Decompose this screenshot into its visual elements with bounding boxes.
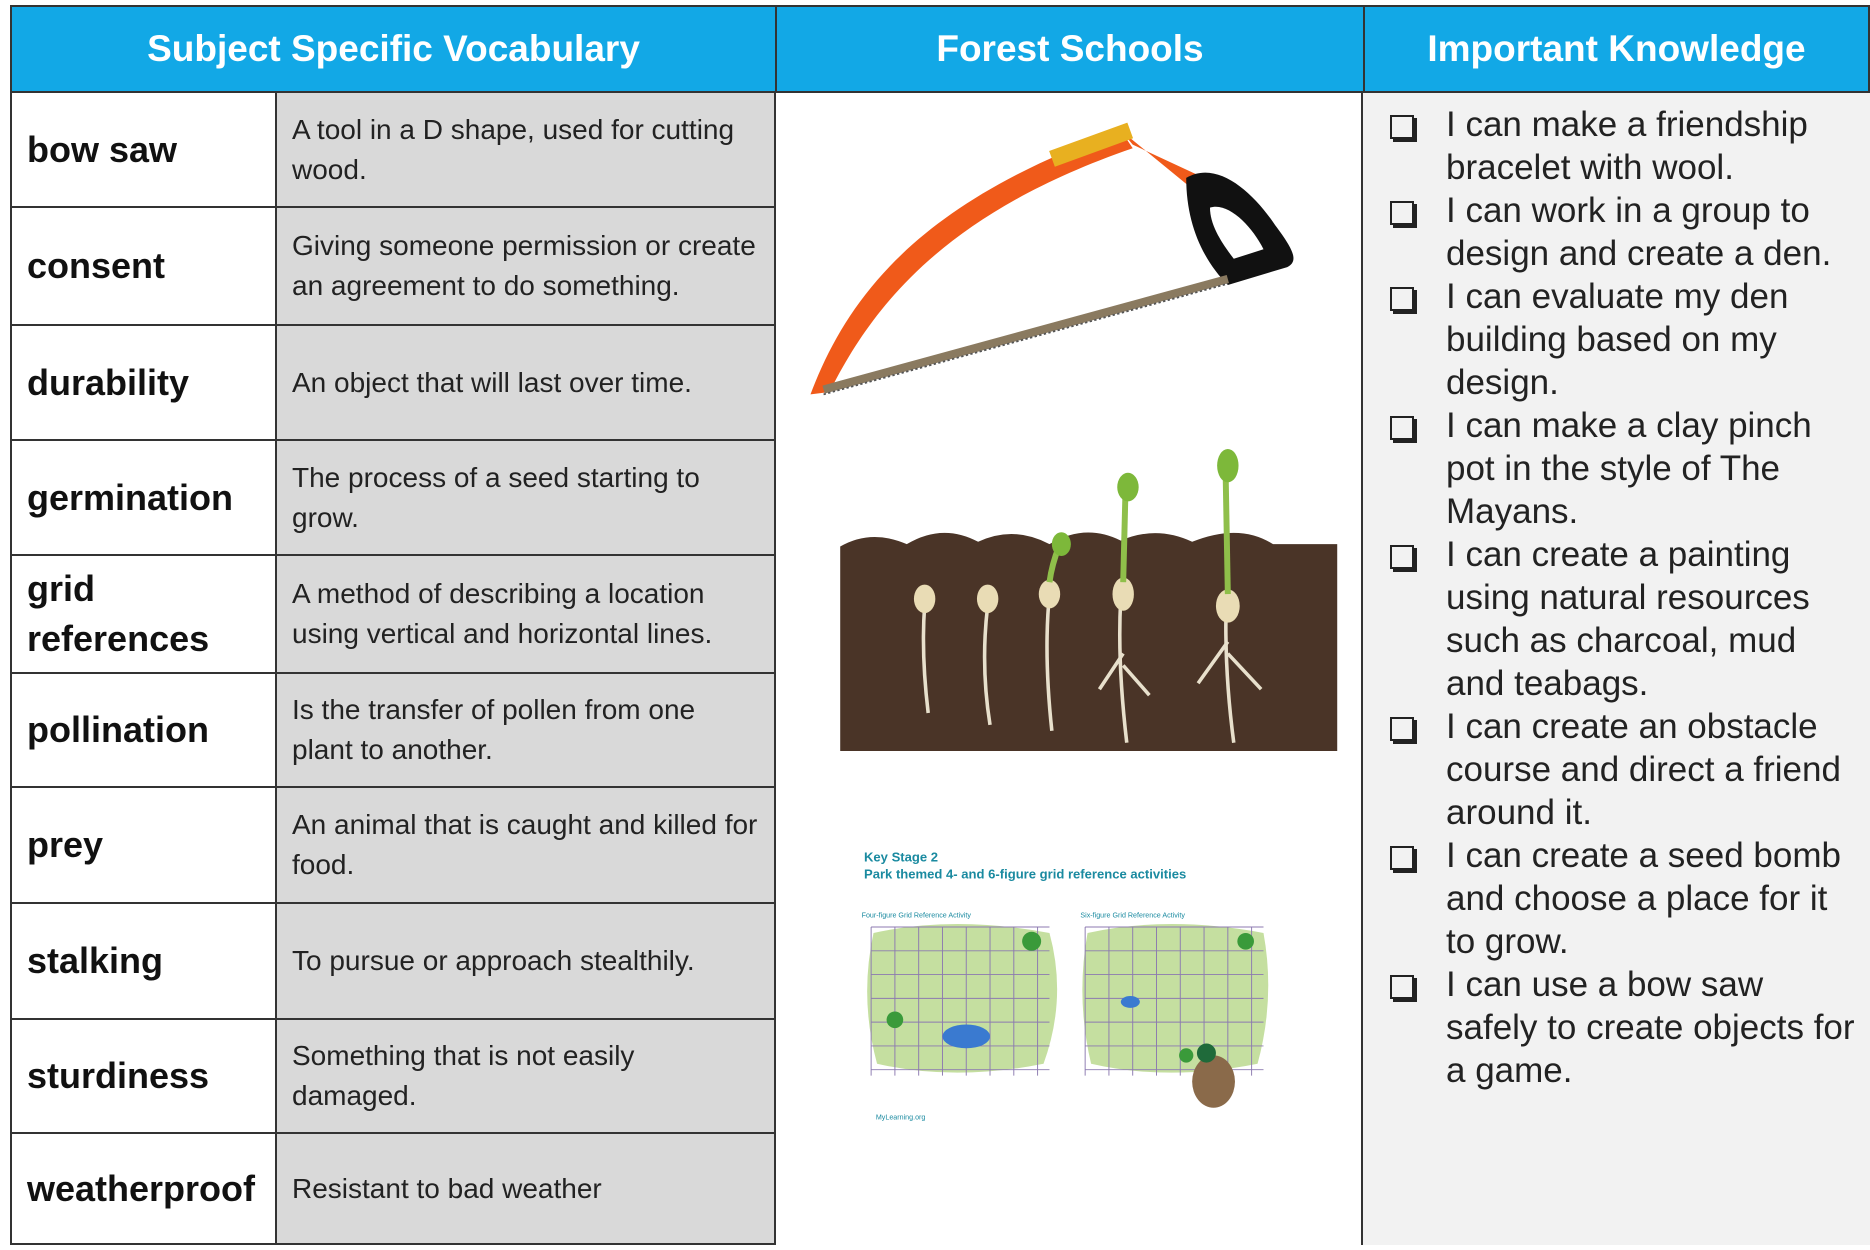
definition: A method of describing a location using … [277, 556, 774, 672]
term: durability [12, 326, 277, 439]
knowledge-text: I can use a bow saw safely to create obj… [1446, 965, 1855, 1090]
checkbox [1390, 717, 1414, 741]
term: prey [12, 788, 277, 902]
vocabulary-row: prey An animal that is caught and killed … [10, 788, 776, 904]
column-header: Subject Specific Vocabulary [10, 5, 777, 93]
checkbox [1390, 115, 1414, 139]
vocabulary-row: grid references A method of describing a … [10, 556, 776, 674]
knowledge-text: I can work in a group to design and crea… [1446, 191, 1832, 273]
knowledge-item: I can use a bow saw safely to create obj… [1383, 963, 1860, 1092]
knowledge-text: I can create a seed bomb and choose a pl… [1446, 836, 1841, 961]
definition: The process of a seed starting to grow. [277, 441, 774, 554]
definition: Something that is not easily damaged. [277, 1020, 774, 1132]
definition: An object that will last over time. [277, 326, 774, 439]
grid-reference-image: Key Stage 2 Park themed 4- and 6-figure … [862, 850, 1269, 1122]
column-header: Important Knowledge [1363, 5, 1870, 93]
knowledge-text: I can evaluate my den building based on … [1446, 277, 1789, 402]
vocabulary-row: pollination Is the transfer of pollen fro… [10, 674, 776, 788]
definition: A tool in a D shape, used for cutting wo… [277, 93, 774, 206]
knowledge-item: I can create a painting using natural re… [1383, 533, 1860, 705]
term: sturdiness [12, 1020, 277, 1132]
checkbox [1390, 287, 1414, 311]
knowledge-item: I can evaluate my den building based on … [1383, 275, 1860, 404]
vocabulary-row: consent Giving someone permission or crea… [10, 208, 776, 326]
knowledge-text: I can create a painting using natural re… [1446, 535, 1810, 703]
knowledge-text: I can create an obstacle course and dire… [1446, 707, 1841, 832]
definition: To pursue or approach stealthily. [277, 904, 774, 1018]
checkbox [1390, 416, 1414, 440]
term: consent [12, 208, 277, 324]
image-credit: MyLearning.org [876, 1114, 926, 1122]
knowledge-item: I can create an obstacle course and dire… [1383, 705, 1860, 834]
term: bow saw [12, 93, 277, 206]
term: stalking [12, 904, 277, 1018]
column-header: Forest Schools [775, 5, 1365, 93]
definition: Resistant to bad weather [277, 1134, 774, 1243]
knowledge-item: I can work in a group to design and crea… [1383, 189, 1860, 275]
image-title: Key Stage 2 [864, 850, 938, 865]
definition: An animal that is caught and killed for … [277, 788, 774, 902]
bow-saw-image [810, 122, 1294, 396]
vocabulary-row: sturdiness Something that is not easily d… [10, 1020, 776, 1134]
panel-label: Six-figure Grid Reference Activity [1080, 912, 1185, 920]
vocabulary-row: bow saw A tool in a D shape, used for cut… [10, 93, 776, 208]
knowledge-item: I can make a friendship bracelet with wo… [1383, 103, 1860, 189]
images: Key Stage 2 Park themed 4- and 6-figure … [810, 122, 1338, 1122]
vocabulary-row: germination The process of a seed startin… [10, 441, 776, 556]
knowledge-item: I can create a seed bomb and choose a pl… [1383, 834, 1860, 963]
knowledge-item: I can make a clay pinch pot in the style… [1383, 404, 1860, 533]
checkbox [1390, 846, 1414, 870]
term: grid references [12, 556, 277, 672]
seedlings-image [840, 449, 1338, 752]
image-subtitle: Park themed 4- and 6-figure grid referen… [864, 866, 1186, 881]
panel-label: Four-figure Grid Reference Activity [862, 912, 972, 920]
vocabulary-row: durability An object that will last over … [10, 326, 776, 441]
knowledge-list: I can make a friendship bracelet with wo… [1363, 93, 1870, 1245]
checkbox [1390, 545, 1414, 569]
term: pollination [12, 674, 277, 786]
term: weatherproof [12, 1134, 277, 1243]
definition: Is the transfer of pollen from one plant… [277, 674, 774, 786]
definition: Giving someone permission or create an a… [277, 208, 774, 324]
vocabulary-row: stalking To pursue or approach stealthily… [10, 904, 776, 1020]
knowledge-text: I can make a friendship bracelet with wo… [1446, 105, 1808, 187]
checkbox [1390, 201, 1414, 225]
knowledge-text: I can make a clay pinch pot in the style… [1446, 406, 1812, 531]
forest-schools-images: Key Stage 2 Park themed 4- and 6-figure … [776, 93, 1363, 1245]
vocabulary-row: weatherproof Resistant to bad weather [10, 1134, 776, 1245]
checkbox [1390, 975, 1414, 999]
term: germination [12, 441, 277, 554]
